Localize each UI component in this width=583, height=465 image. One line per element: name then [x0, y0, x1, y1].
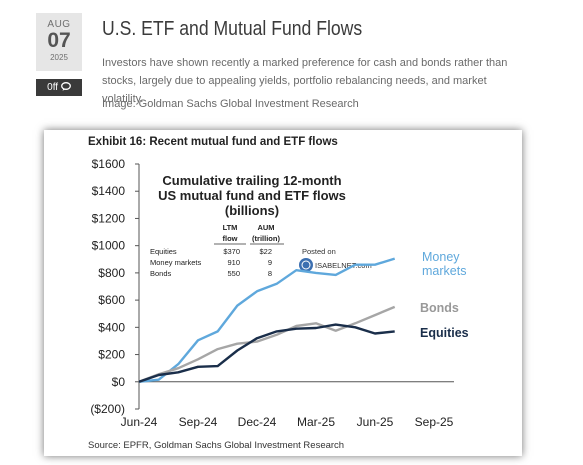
x-tick-label: Jun-25 [357, 415, 394, 429]
image-credit: Image: Goldman Sachs Global Investment R… [102, 98, 359, 110]
exhibit-title: Exhibit 16: Recent mutual fund and ETF f… [88, 136, 338, 148]
comment-bubble-icon [60, 82, 71, 91]
x-tick-label: Jun-24 [121, 415, 158, 429]
series-line-1 [138, 305, 396, 383]
date-year: 2025 [50, 53, 68, 62]
watermark-line2: ISABELNET.com [315, 261, 372, 270]
post-title[interactable]: U.S. ETF and Mutual Fund Flows [102, 18, 363, 40]
watermark-line1: Posted on [302, 247, 336, 256]
flows-chart: Exhibit 16: Recent mutual fund and ETF f… [88, 136, 469, 451]
x-tick-label: Mar-25 [297, 415, 335, 429]
date-day: 07 [47, 29, 71, 52]
y-tick-label: $1400 [92, 184, 126, 198]
post-excerpt: Investors have shown recently a marked p… [102, 57, 508, 105]
comments-count: 0ff [47, 82, 59, 93]
table-row-aum: 9 [268, 258, 272, 267]
date-badge: AUG 07 2025 [36, 13, 82, 71]
x-tick-label: Sep-25 [415, 415, 454, 429]
table-row-label: Bonds [150, 269, 172, 278]
chart-figure: Exhibit 16: Recent mutual fund and ETF f… [44, 130, 522, 456]
y-tick-label: $600 [98, 293, 125, 307]
watermark-globe-icon-ring [301, 260, 311, 270]
money-markets-label-2: markets [422, 264, 466, 278]
comments-link[interactable]: 0ff [36, 79, 82, 96]
y-tick-label: $800 [98, 266, 125, 280]
x-tick-label: Dec-24 [238, 415, 277, 429]
table-header-ltm-2: flow [223, 234, 238, 243]
x-tick-label: Sep-24 [179, 415, 218, 429]
table-row-aum: 8 [268, 269, 272, 278]
y-tick-label: $400 [98, 320, 125, 334]
series-line-2 [138, 323, 395, 383]
table-row-ltm: 910 [227, 258, 240, 267]
equities-label: Equities [420, 326, 469, 340]
table-row-ltm: $370 [223, 247, 240, 256]
y-tick-label: $200 [98, 348, 125, 362]
y-tick-label: $0 [112, 375, 126, 389]
money-markets-label-1: Money [422, 250, 460, 264]
table-row-aum: $22 [259, 247, 272, 256]
date-month: AUG [47, 19, 71, 30]
y-tick-label: $1000 [92, 239, 126, 253]
chart-title-line: Cumulative trailing 12-month [162, 173, 341, 188]
y-tick-label: ($200) [90, 402, 125, 416]
chart-title-line: US mutual fund and ETF flows [158, 188, 346, 203]
bonds-label: Bonds [420, 301, 459, 315]
table-header-aum: AUM [257, 223, 274, 232]
table-header-ltm: LTM [223, 223, 238, 232]
table-row-label: Equities [150, 247, 177, 256]
table-row-label: Money markets [150, 258, 202, 267]
y-tick-label: $1200 [92, 211, 126, 225]
y-tick-label: $1600 [92, 157, 126, 171]
chart-title-line: (billions) [225, 203, 279, 218]
source-note: Source: EPFR, Goldman Sachs Global Inves… [88, 440, 344, 451]
series-line-0 [138, 257, 396, 383]
watermark-globe-icon [299, 258, 313, 272]
table-header-aum-2: (trillion) [252, 234, 280, 243]
table-row-ltm: 550 [227, 269, 240, 278]
